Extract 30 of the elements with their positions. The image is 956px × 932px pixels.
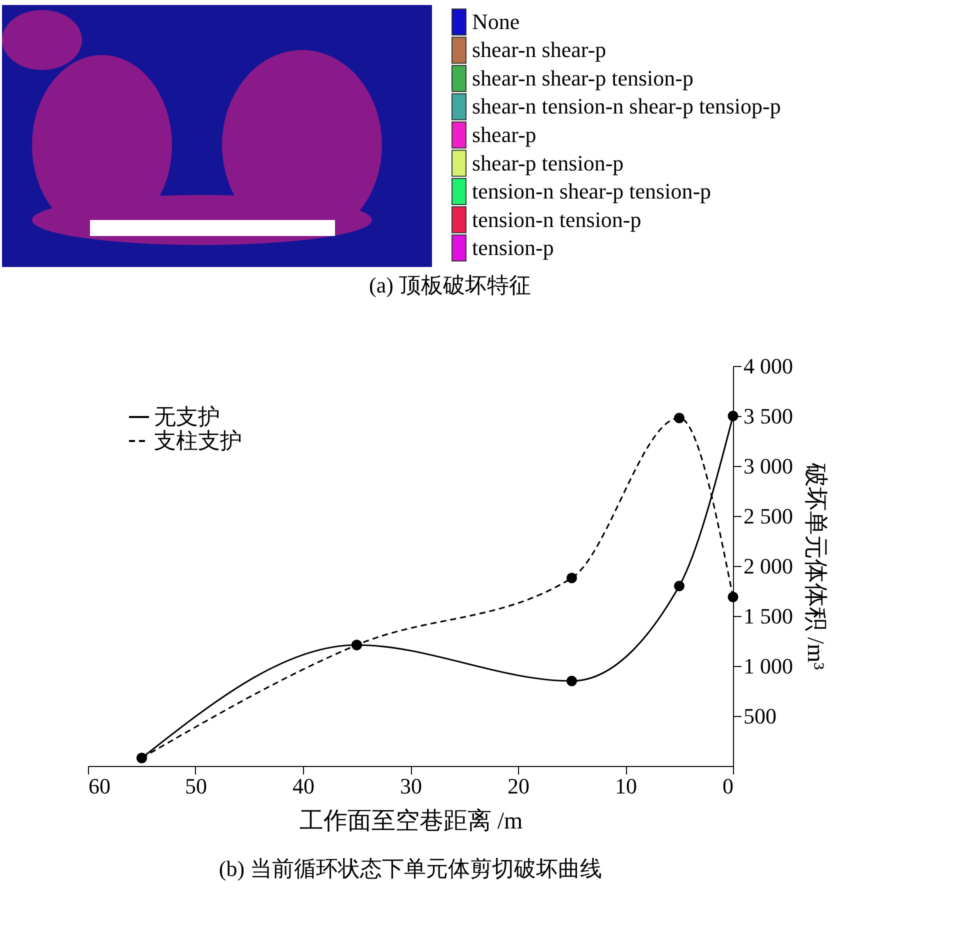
y-tick-label: 3 500 xyxy=(744,404,793,428)
x-tick-label: 40 xyxy=(292,774,314,798)
legend-label: 支柱支护 xyxy=(154,428,242,453)
x-tick-label: 10 xyxy=(615,774,637,798)
y-axis-title: 破坏单元体体积 /m³ xyxy=(802,462,828,670)
y-tick-label: 2 000 xyxy=(744,554,793,578)
text: (a) 顶板破坏特征 xyxy=(369,272,531,298)
category-label: tension-n tension-p xyxy=(472,206,642,232)
legend-label: 无支护 xyxy=(154,404,220,429)
category-label: shear-p tension-p xyxy=(472,150,624,176)
y-tick-label: 1 000 xyxy=(744,654,793,678)
text: (b) 当前循环状态下单元体剪切破坏曲线 xyxy=(218,856,602,881)
category-label: shear-n shear-p tension-p xyxy=(472,66,694,90)
x-tick-label: 60 xyxy=(88,774,110,798)
category-label: shear-p xyxy=(472,122,536,147)
y-tick-label: 1 500 xyxy=(744,604,793,628)
y-tick-label: 4 000 xyxy=(744,354,793,378)
y-tick-label: 500 xyxy=(744,704,776,728)
category-label: None xyxy=(472,8,520,34)
y-tick-label: 2 500 xyxy=(744,504,793,528)
x-tick-label: 0 xyxy=(722,774,734,798)
x-axis-title: 工作面至空巷距离 /m xyxy=(299,808,523,834)
x-tick-label: 50 xyxy=(185,774,207,798)
x-tick-label: 20 xyxy=(508,774,530,798)
x-tick-label: 30 xyxy=(400,774,422,798)
category-label: tension-n shear-p tension-p xyxy=(472,178,712,204)
category-label: tension-p xyxy=(472,235,554,260)
y-tick-label: 3 000 xyxy=(744,454,793,478)
category-label: shear-n tension-n shear-p tensiop-p xyxy=(472,94,781,119)
category-label: shear-n shear-p xyxy=(472,37,606,62)
